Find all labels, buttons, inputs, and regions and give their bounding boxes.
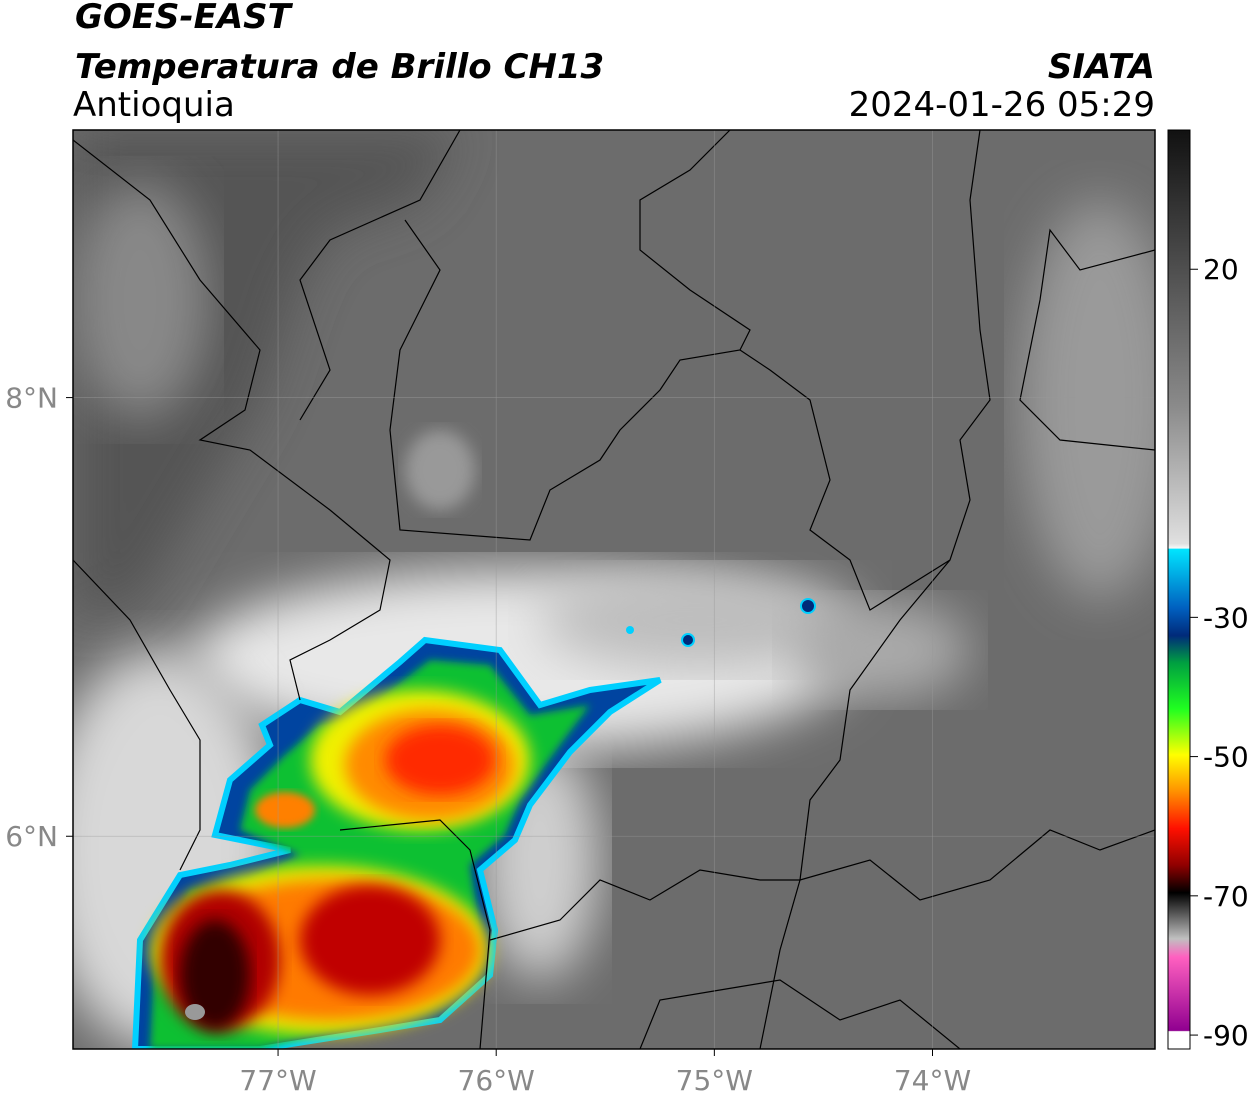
borders — [73, 130, 1155, 1049]
x-tick-label: 77°W — [239, 1064, 316, 1097]
region: Antioquia — [73, 85, 235, 125]
colorbar-tick-label: -90 — [1203, 1019, 1249, 1052]
grid — [73, 130, 1155, 1049]
x-tick-label: 76°W — [458, 1064, 535, 1097]
colorbar-tick-label: -70 — [1203, 880, 1249, 913]
colorbar-tick-label: 20 — [1203, 253, 1239, 286]
x-tick-label: 75°W — [676, 1064, 753, 1097]
y-tick-label: 6°N — [5, 820, 58, 853]
source: SIATA — [1048, 47, 1155, 87]
colorbar-tick-label: -30 — [1203, 601, 1249, 634]
title: GOES-EAST — [75, 0, 294, 37]
colorbar — [1167, 129, 1191, 1050]
y-tick-label: 8°N — [5, 382, 58, 415]
colorbar-tick-label: -50 — [1203, 741, 1249, 774]
map-frame — [72, 129, 1156, 1050]
satellite-image — [73, 130, 1155, 1049]
x-tick-label: 74°W — [894, 1064, 971, 1097]
datetime: 2024-01-26 05:29 — [849, 85, 1155, 125]
subtitle: Temperatura de Brillo CH13 — [75, 47, 604, 87]
